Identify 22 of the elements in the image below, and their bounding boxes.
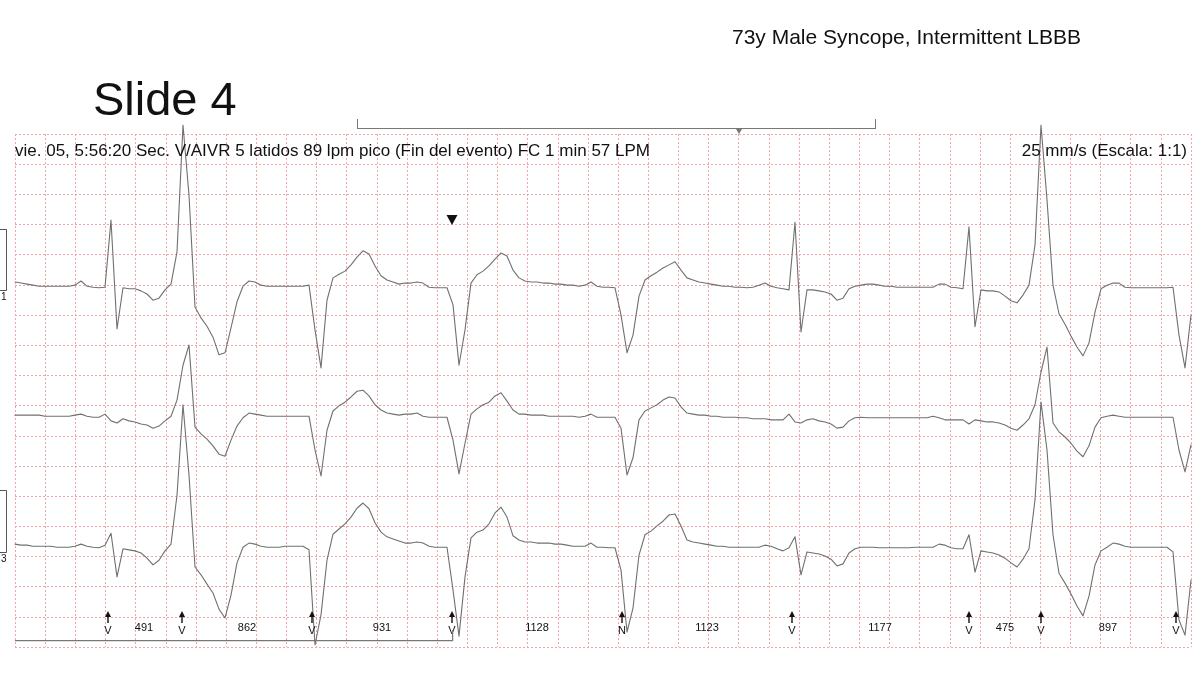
annotation: 1128: [525, 621, 549, 633]
series-label: 3: [1, 552, 7, 564]
annotation: 1177: [868, 621, 892, 633]
annotation: 862: [237, 621, 257, 633]
annotation: V: [1172, 624, 1181, 636]
annotation: vie. 05, 5:56:20 Sec. V/AIVR 5 latidos 89 lpm pico (Fin del evento) FC 1 min 57 LPM: [15, 140, 650, 160]
annotation: V: [788, 624, 797, 636]
chart-title: Slide 4: [93, 72, 237, 125]
series-label: 1: [1, 290, 7, 302]
annotation: V: [178, 624, 187, 636]
annotation: 897: [1098, 621, 1118, 633]
annotation: V: [104, 624, 113, 636]
annotation: V: [308, 624, 317, 636]
annotation: 25 mm/s (Escala: 1:1): [1021, 140, 1187, 160]
annotation: 475: [995, 621, 1015, 633]
annotation: N: [618, 624, 627, 636]
annotation: 931: [372, 621, 392, 633]
annotation: 491: [134, 621, 154, 633]
annotation: V: [1037, 624, 1046, 636]
annotation: 1123: [695, 621, 719, 633]
annotation: V: [965, 624, 974, 636]
chart-subtitle: 73y Male Syncope, Intermittent LBBB: [731, 25, 1081, 48]
